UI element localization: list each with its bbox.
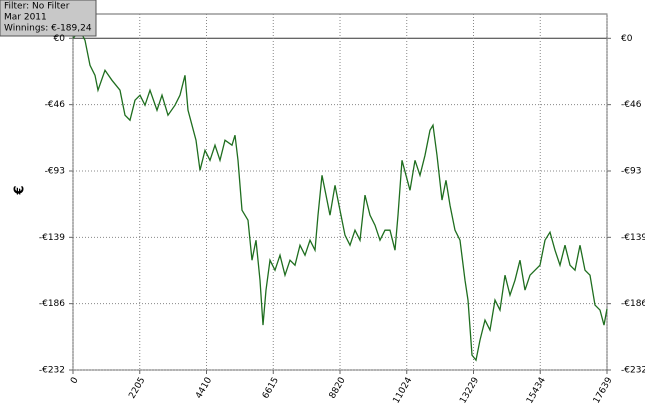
y2-tick-label: -€139 — [621, 233, 645, 243]
y-tick-label: €0 — [54, 34, 66, 44]
winnings-text: Winnings: €-189,24 — [4, 24, 92, 34]
x-tick-label: 4410 — [194, 376, 214, 401]
y2-tick-label: -€93 — [621, 166, 641, 176]
grid — [69, 14, 611, 374]
info-box — [0, 0, 97, 37]
y2-tick-label: -€232 — [621, 366, 645, 376]
winnings-line — [72, 29, 608, 362]
y2-tick-label: -€46 — [621, 100, 642, 110]
x-tick-label: 0 — [69, 376, 81, 386]
y-tick-label: -€93 — [45, 166, 65, 176]
x-tick-label: 11024 — [392, 376, 415, 406]
x-tick-label: 2205 — [127, 376, 147, 401]
x-tick-label: 13229 — [458, 376, 481, 406]
x-tick-label: 15434 — [525, 376, 548, 406]
y-tick-label: -€232 — [39, 366, 65, 376]
period-text: Mar 2011 — [4, 13, 47, 23]
x-tick-label: 8820 — [328, 376, 348, 401]
y-axis-label: € — [13, 185, 28, 195]
y2-tick-label: €0 — [621, 34, 633, 44]
x-tick-label: 17639 — [592, 376, 615, 406]
y2-tick-label: -€186 — [621, 299, 645, 309]
data — [72, 29, 608, 362]
x-tick-label: 6615 — [261, 376, 281, 401]
y-tick-label: -€186 — [39, 299, 65, 309]
filter-text: Filter: No Filter — [4, 2, 70, 12]
y-tick-label: -€46 — [45, 100, 66, 110]
y-tick-label: -€139 — [39, 233, 65, 243]
